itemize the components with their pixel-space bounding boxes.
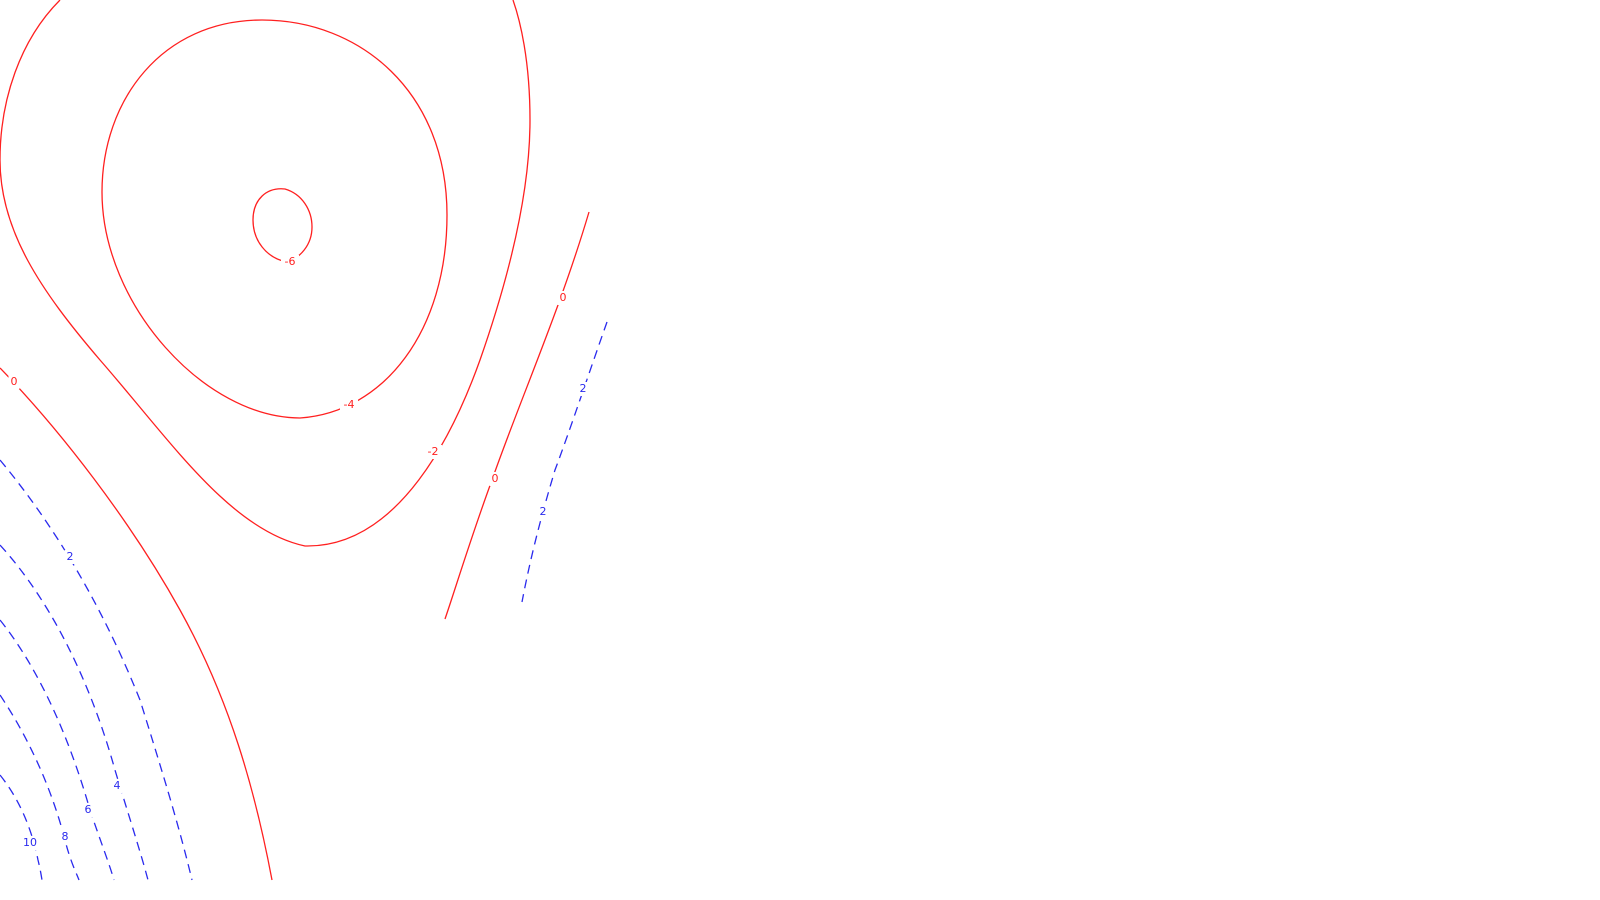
contour-label-8-11: 8 <box>62 830 69 843</box>
contour-label-background-7 <box>537 505 549 519</box>
contour-label-background-5 <box>489 472 501 486</box>
contour-label-background-0 <box>281 255 299 269</box>
contour-label-0-3: 0 <box>11 375 18 388</box>
contour-label-background-11 <box>59 830 71 844</box>
contour-line-level-8-9 <box>0 694 80 881</box>
contour-label-background-10 <box>82 803 94 817</box>
contour-line-level-4-7 <box>0 544 149 881</box>
contour-line-level-6-8 <box>0 619 115 881</box>
contour-label-2-8: 2 <box>67 550 74 563</box>
contour-label-neg4-1: -4 <box>344 398 355 411</box>
contour-label-neg2-2: -2 <box>428 445 439 458</box>
contour-line-level-2-5 <box>521 321 608 603</box>
contour-label-background-12 <box>21 836 39 850</box>
contour-line-level-neg4-1 <box>101 19 448 419</box>
contour-line-level-2-6 <box>0 459 193 881</box>
contour-label-neg6-0: -6 <box>285 255 296 268</box>
contour-line-level-10-10 <box>0 774 43 881</box>
contour-label-6-10: 6 <box>85 803 92 816</box>
contour-label-2-7: 2 <box>540 505 547 518</box>
contour-label-background-2 <box>424 445 442 459</box>
contour-label-background-4 <box>557 291 569 305</box>
contour-label-0-4: 0 <box>560 291 567 304</box>
contour-label-0-5: 0 <box>492 472 499 485</box>
contour-label-background-8 <box>64 550 76 564</box>
contour-lines <box>0 0 608 881</box>
contour-line-level-neg2-2 <box>0 0 531 547</box>
contour-line-level-0-4 <box>444 211 590 620</box>
contour-label-4-9: 4 <box>114 779 121 792</box>
contour-line-level-0-3 <box>0 367 273 881</box>
contour-label-background-9 <box>111 779 123 793</box>
contour-label-2-6: 2 <box>580 382 587 395</box>
contour-label-background-1 <box>340 398 358 412</box>
contour-label-10-12: 10 <box>23 836 37 849</box>
contour-label-background-6 <box>577 382 589 396</box>
contour-line-level-neg6-0 <box>252 188 313 263</box>
contour-labels: -6 -4 -2 0 0 0 2 2 2 4 6 8 10 <box>8 255 589 850</box>
contour-label-background-3 <box>8 375 20 389</box>
